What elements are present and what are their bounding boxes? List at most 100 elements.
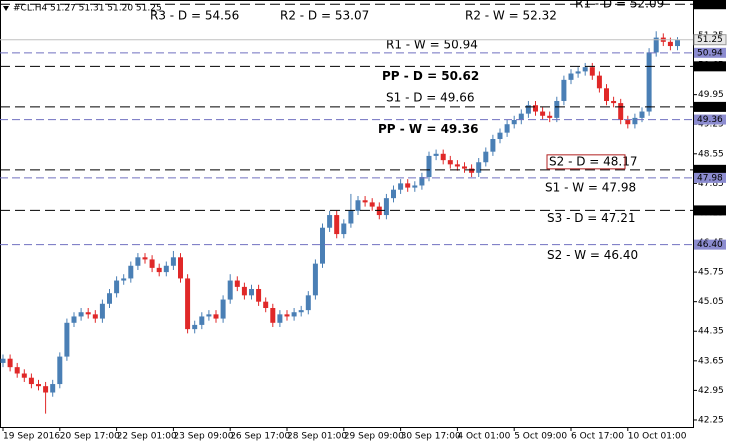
candle-body [667, 41, 673, 47]
y-tick-label: 49.25 [698, 120, 724, 130]
candle-body [213, 314, 219, 319]
candle-body [135, 257, 141, 266]
candle-body [525, 105, 531, 114]
candle-body [298, 310, 304, 313]
x-tick-label: 6 Oct 17:00 [571, 432, 624, 442]
candle-body [653, 37, 659, 53]
price-tag-bg [694, 114, 726, 125]
price-tag-bg [694, 239, 726, 250]
candle-body [639, 111, 645, 118]
candle-body [156, 267, 162, 273]
candle-body [28, 377, 34, 385]
x-tick-label: 30 Sep 17:00 [401, 432, 461, 442]
candle-body [192, 324, 198, 330]
plot-frame [0, 0, 694, 428]
candle-body [383, 198, 389, 216]
candle-body [476, 162, 482, 173]
y-tick-label: 49.95 [698, 90, 724, 100]
candle-body [64, 322, 70, 357]
candle-body [362, 200, 368, 203]
y-tick-label: 48.55 [698, 149, 724, 159]
candle-body [312, 263, 318, 296]
candle-body [128, 265, 134, 279]
current-price-tag: 51.25 [697, 35, 723, 45]
candle-body [227, 280, 233, 300]
header-arrow [3, 6, 9, 11]
candle-body [568, 73, 574, 80]
x-tick-label: 29 Sep 09:00 [344, 432, 404, 442]
candle-body [533, 105, 538, 112]
price-tag: 50.94 [697, 48, 723, 58]
price-tag: 49.66 [697, 102, 723, 112]
level-label: S1 - W = 47.98 [545, 180, 636, 194]
candle-body [405, 183, 411, 188]
candle-body [412, 185, 418, 188]
candle-body [21, 373, 27, 378]
candle-body [57, 356, 63, 385]
x-tick-label: 22 Sep 01:00 [117, 432, 177, 442]
candle-body [334, 215, 340, 235]
candle-body [426, 155, 432, 178]
candle-body [78, 312, 84, 317]
current-price-bg [693, 34, 727, 46]
candle-body [391, 189, 396, 199]
candle-body [625, 119, 631, 125]
candle-body [547, 115, 553, 118]
price-tag: 48.17 [697, 165, 723, 175]
candle-body [575, 71, 581, 74]
candle-body [518, 113, 524, 120]
candle-body [185, 278, 191, 330]
level-label: S2 - W = 46.40 [547, 248, 638, 262]
candle-body [462, 166, 467, 169]
candle-body [419, 177, 425, 186]
price-tag-bg [694, 164, 726, 175]
level-label: R2 - D = 53.07 [280, 9, 369, 23]
candle-body [596, 75, 602, 89]
candle-body [43, 386, 49, 393]
x-tick-label: 28 Sep 01:00 [287, 432, 347, 442]
level-label: R2 - W = 52.32 [465, 9, 557, 23]
candle-body [348, 210, 354, 224]
level-label: S2 - D = 48.17 [549, 154, 638, 168]
candle-body [99, 303, 105, 319]
price-tag-bg [694, 61, 726, 72]
price-tag: 47.98 [697, 173, 723, 183]
price-tag: 50.62 [697, 62, 723, 72]
candle-body [163, 265, 169, 273]
candle-body [589, 67, 595, 76]
candle-body [554, 100, 560, 118]
candle-body [618, 103, 624, 120]
x-tick-label: 26 Sep 17:00 [230, 432, 290, 442]
level-label: PP - D = 50.62 [382, 69, 479, 83]
x-tick-label: 20 Sep 17:00 [60, 432, 120, 442]
candle-body [646, 52, 652, 112]
candle-body [50, 384, 56, 393]
level-label: R3 - D = 54.56 [150, 9, 239, 23]
candle-body [398, 183, 404, 190]
candle-body [7, 358, 13, 368]
y-tick-label: 42.95 [698, 386, 724, 396]
level-label: S3 - D = 47.21 [547, 211, 636, 225]
y-tick-label: 45.05 [698, 297, 724, 307]
candle-body [611, 100, 617, 104]
candle-body [220, 299, 226, 319]
price-tag-bg [694, 101, 726, 112]
candle-body [121, 278, 127, 281]
candle-body [92, 314, 98, 319]
price-tag: 52.09 [697, 0, 723, 10]
y-tick-label: 47.85 [698, 179, 724, 189]
candle-body [199, 316, 205, 325]
candle-body [454, 164, 460, 167]
candle-body [490, 139, 496, 152]
price-tag: 49.36 [697, 115, 723, 125]
candle-body [675, 39, 680, 47]
level-label-box [546, 154, 626, 170]
price-tag-bg [694, 205, 726, 216]
price-tag: 46.40 [697, 240, 723, 250]
candle-body [305, 295, 311, 311]
price-tag: 47.21 [697, 206, 723, 216]
candle-body [277, 314, 283, 323]
candle-body [14, 367, 20, 374]
candle-body [447, 160, 453, 165]
candle-body [170, 257, 176, 266]
